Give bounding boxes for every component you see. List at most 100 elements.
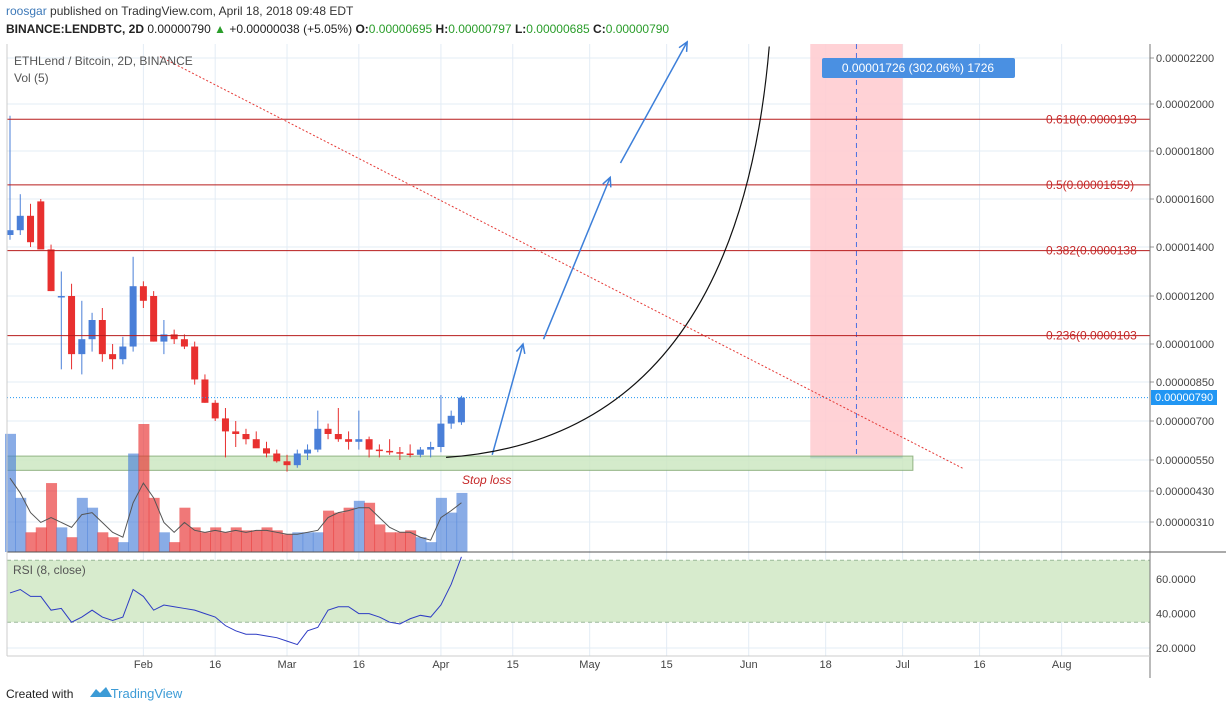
candle-body <box>191 346 199 380</box>
volume-bar <box>15 497 27 552</box>
candle-body <box>98 320 106 355</box>
x-tick-label: Aug <box>1052 659 1072 671</box>
open-value: 0.00000695 <box>368 22 433 36</box>
y-tick-label: 0.00000850 <box>1156 377 1214 389</box>
fib-level-label: 0.618(0.0000193 <box>1046 112 1137 126</box>
volume-bar <box>56 527 68 552</box>
rsi-label: RSI (8, close) <box>13 563 86 577</box>
volume-bar <box>97 532 109 552</box>
volume-bar <box>312 532 324 552</box>
author-link[interactable]: roosgar <box>6 4 47 18</box>
y-tick-label: 0.00000550 <box>1156 455 1214 467</box>
rsi-tick-label: 20.0000 <box>1156 643 1196 655</box>
published-text: published on TradingView.com, April 18, … <box>50 4 354 18</box>
candle-body <box>57 296 65 298</box>
y-tick-label: 0.00001400 <box>1156 242 1214 254</box>
candle-body <box>416 449 424 455</box>
x-tick-label: Jun <box>740 659 758 671</box>
candle-body <box>88 320 96 340</box>
y-tick-label: 0.00000430 <box>1156 486 1214 498</box>
volume-label: Vol (5) <box>14 71 49 85</box>
high-label: H: <box>435 22 449 36</box>
y-tick-label: 0.00002200 <box>1156 53 1214 65</box>
volume-bar <box>210 527 222 552</box>
volume-bar <box>5 433 16 552</box>
up-arrow-icon: ▲ <box>214 22 226 36</box>
x-tick-label: 16 <box>973 659 985 671</box>
tradingview-link[interactable]: TradingView <box>110 686 183 701</box>
candle-body <box>304 449 312 454</box>
volume-bar <box>415 537 427 552</box>
candle-body <box>27 215 35 243</box>
y-tick-label: 0.00001600 <box>1156 194 1214 206</box>
volume-bar <box>251 530 263 552</box>
rsi-line <box>9 556 462 646</box>
stop-loss-label: Stop loss <box>462 473 511 487</box>
candle-body <box>355 439 363 442</box>
y-tick-label: 0.00000310 <box>1156 517 1214 529</box>
volume-bar <box>384 532 396 552</box>
candle-body <box>68 296 76 355</box>
volume-bar <box>343 507 355 552</box>
candle-body <box>232 431 240 434</box>
volume-bar <box>179 507 191 552</box>
parabolic-curve <box>446 46 770 458</box>
candle-body <box>242 434 250 440</box>
descending-trendline <box>159 56 965 470</box>
last-price-tag-label: 0.00000790 <box>1155 392 1213 404</box>
zones <box>6 44 1150 623</box>
projection-arrow-head <box>678 40 688 52</box>
x-tick-label: Feb <box>134 659 153 671</box>
projection-arrow-head <box>515 342 526 354</box>
volume-bar <box>333 512 345 552</box>
candle-body <box>375 449 383 452</box>
symbol-label: BINANCE:LENDBTC, 2D <box>6 22 144 36</box>
candle-body <box>6 230 14 235</box>
axes: Feb 16 Mar 16 Apr 15 May 15 Jun 18 Jul 16 Aug 0.00002… <box>6 44 1226 678</box>
rsi-tick-label: 60.0000 <box>1156 574 1196 586</box>
candle-body <box>365 439 373 450</box>
open-label: O: <box>355 22 369 36</box>
fib-level-label: 0.236(0.0000103 <box>1046 329 1137 343</box>
x-tick-label: 16 <box>209 659 221 671</box>
x-tick-label: Mar <box>278 659 297 671</box>
high-value: 0.00000797 <box>448 22 512 36</box>
volume-bars <box>5 424 468 552</box>
volume-bar <box>302 532 314 552</box>
y-tick-label: 0.00002000 <box>1156 99 1214 111</box>
candles <box>6 115 465 472</box>
ohlc-legend: BINANCE:LENDBTC, 2D 0.00000790 ▲ +0.0000… <box>6 22 669 36</box>
last-price: 0.00000790 <box>147 22 211 36</box>
volume-bar <box>107 537 119 552</box>
volume-bar <box>271 530 283 552</box>
volume-bar <box>230 527 242 552</box>
volume-bar <box>261 527 273 552</box>
projection-arrow <box>542 177 611 340</box>
candle-body <box>160 334 168 342</box>
y-tick-label: 0.00001800 <box>1156 146 1214 158</box>
candle-body <box>273 453 281 462</box>
candle-body <box>211 402 219 419</box>
candle-body <box>109 354 117 360</box>
candle-body <box>437 423 445 447</box>
x-tick-label: 15 <box>507 659 519 671</box>
projection-arrow-head <box>602 175 612 188</box>
volume-bar <box>220 532 232 552</box>
tradingview-logo-icon <box>90 687 112 697</box>
candle-body <box>427 447 435 450</box>
candle-body <box>396 452 404 454</box>
rsi-band <box>7 560 1150 623</box>
x-tick-label: 16 <box>353 659 365 671</box>
volume-bar <box>199 532 211 552</box>
projection-arrow <box>619 41 688 164</box>
volume-bar <box>405 530 417 552</box>
candle-body <box>139 286 147 301</box>
candle-body <box>150 296 158 342</box>
change-value: +0.00000038 (+5.05%) <box>229 22 353 36</box>
candle-body <box>406 453 414 455</box>
volume-bar <box>25 532 37 552</box>
volume-bar <box>446 512 458 552</box>
candle-body <box>252 439 260 449</box>
candle-body <box>324 428 332 434</box>
